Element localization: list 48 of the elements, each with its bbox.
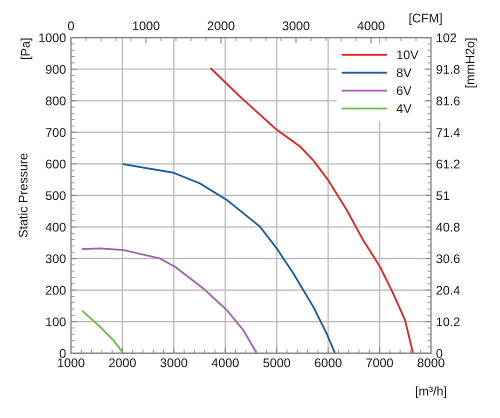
x2-axis-title: [CFM]	[409, 13, 442, 25]
x-axis-title: [m³/h]	[416, 386, 446, 398]
line-series	[122, 163, 336, 354]
x2-tick-label: 2000	[208, 21, 234, 30]
y-tick-label: 300	[46, 254, 66, 264]
x2-tick-label: 1000	[133, 21, 160, 30]
y2-tick-label: 10.2	[436, 317, 460, 326]
y2-axis-title: [mmH2o]	[465, 38, 477, 88]
y-tick-label: 900	[46, 64, 66, 74]
x2-tick-label: 3000	[282, 21, 310, 30]
y-tick-label: 100	[46, 317, 66, 326]
legend-label: 6V	[396, 86, 412, 96]
y-tick-label: 1000	[39, 33, 66, 42]
line-series	[82, 310, 124, 354]
y-tick-label: 800	[46, 96, 66, 106]
y2-tick-label: 91.8	[436, 64, 460, 74]
x-tick-label: 8000	[418, 358, 444, 368]
y2-tick-label: 81.6	[436, 96, 460, 106]
y-tick-label: 600	[46, 160, 66, 169]
x-tick-label: 1000	[58, 358, 84, 368]
y-axis-title: Static Pressure	[18, 154, 28, 238]
y2-tick-label: 30.6	[436, 254, 460, 264]
y-tick-label: 200	[46, 286, 66, 295]
x-tick-label: 4000	[212, 358, 239, 368]
x-tick-label: 6000	[314, 358, 342, 368]
x-tick-label: 3000	[160, 358, 188, 368]
y2-tick-label: 40.8	[436, 222, 460, 232]
legend-label: 10V	[397, 50, 418, 60]
y2-tick-label: 20.4	[436, 286, 460, 295]
legend-label: 8V	[396, 68, 412, 78]
y-tick-label: 500	[46, 191, 66, 200]
line-series	[82, 248, 258, 354]
y2-tick-label: 51	[436, 191, 450, 200]
text: [Pa]	[20, 38, 32, 59]
y-tick-label: 700	[46, 128, 66, 137]
y2-tick-label: 0	[436, 349, 442, 358]
y2-tick-label: 102	[436, 33, 456, 42]
x-tick-label: 5000	[263, 358, 290, 368]
x2-tick-label: 4000	[357, 21, 384, 30]
legend-label: 4V	[396, 104, 412, 113]
x2-tick-label: 0	[68, 21, 74, 30]
y-tick-label: 0	[60, 349, 66, 358]
y2-tick-label: 61.2	[436, 160, 460, 169]
y2-tick-label: 71.4	[436, 128, 460, 137]
line-series	[210, 68, 414, 354]
y-tick-label: 400	[46, 222, 66, 232]
x-tick-label: 7000	[366, 358, 393, 368]
x-tick-label: 2000	[109, 358, 136, 368]
